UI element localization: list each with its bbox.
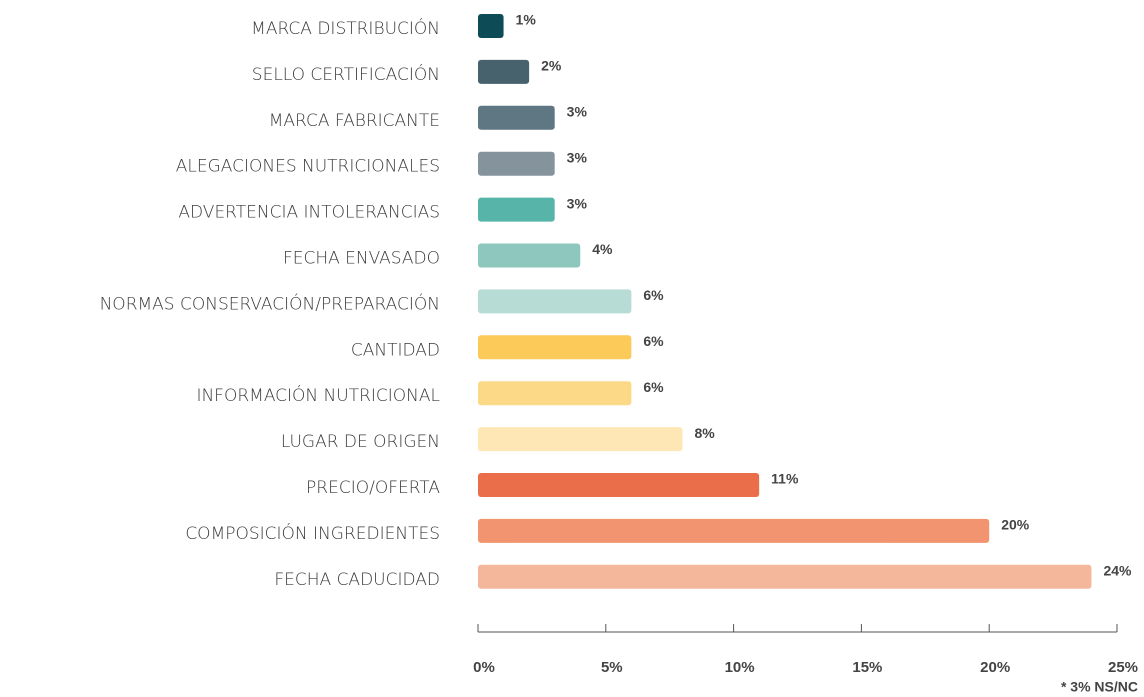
category-label: NORMAS CONSERVACIÓN/PREPARACIÓN	[100, 292, 440, 314]
bar	[478, 14, 504, 38]
x-tick-label: 25%	[1108, 659, 1138, 676]
bar	[478, 427, 683, 452]
value-label: 6%	[643, 333, 664, 349]
category-label: ADVERTENCIA INTOLERANCIAS	[178, 203, 440, 223]
bar	[478, 564, 1092, 589]
category-label: FECHA ENVASADO	[283, 249, 440, 269]
category-label: COMPOSICIÓN INGREDIENTES	[185, 522, 440, 544]
value-label: 1%	[516, 12, 537, 28]
category-label: ALEGACIONES NUTRICIONALES	[176, 157, 440, 177]
footnote: * 3% NS/NC	[1061, 679, 1138, 695]
category-label: LUGAR DE ORIGEN	[281, 432, 440, 452]
bar	[478, 243, 581, 268]
value-label: 6%	[643, 287, 664, 303]
x-tick-label: 5%	[601, 659, 623, 676]
bar	[478, 473, 760, 497]
value-label: 4%	[592, 241, 613, 257]
category-label: INFORMACIÓN NUTRICIONAL	[196, 384, 440, 406]
category-label: PRECIO/OFERTA	[306, 478, 440, 498]
category-label: MARCA FABRICANTE	[269, 111, 440, 131]
value-label: 2%	[541, 58, 562, 74]
category-label: MARCA DISTRIBUCIÓN	[251, 17, 440, 39]
bar	[478, 59, 530, 84]
value-label: 3%	[567, 195, 588, 211]
value-label: 3%	[567, 149, 588, 165]
value-label: 20%	[1001, 517, 1030, 533]
category-label: CANTIDAD	[351, 340, 440, 360]
x-tick-label: 10%	[725, 659, 755, 676]
x-tick-label: 20%	[980, 659, 1010, 676]
bar	[478, 151, 555, 176]
x-tick-label: 15%	[852, 659, 882, 676]
bar	[478, 197, 555, 222]
bar	[478, 335, 632, 360]
category-label: SELLO CERTIFICACIÓN	[252, 63, 440, 85]
bar	[478, 105, 555, 130]
x-tick-label: 0%	[473, 659, 495, 676]
bar	[478, 289, 632, 314]
category-label: FECHA CADUCIDAD	[274, 570, 440, 590]
bar	[478, 518, 990, 543]
value-label: 6%	[643, 379, 664, 395]
value-label: 8%	[694, 425, 715, 441]
value-label: 3%	[567, 104, 588, 120]
value-label: 24%	[1103, 563, 1132, 579]
bar	[478, 381, 632, 406]
value-label: 11%	[771, 471, 799, 487]
